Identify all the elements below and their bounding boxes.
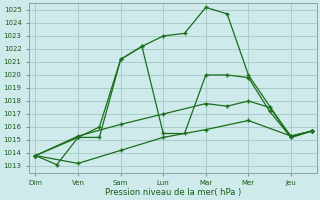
- X-axis label: Pression niveau de la mer( hPa ): Pression niveau de la mer( hPa ): [105, 188, 241, 197]
